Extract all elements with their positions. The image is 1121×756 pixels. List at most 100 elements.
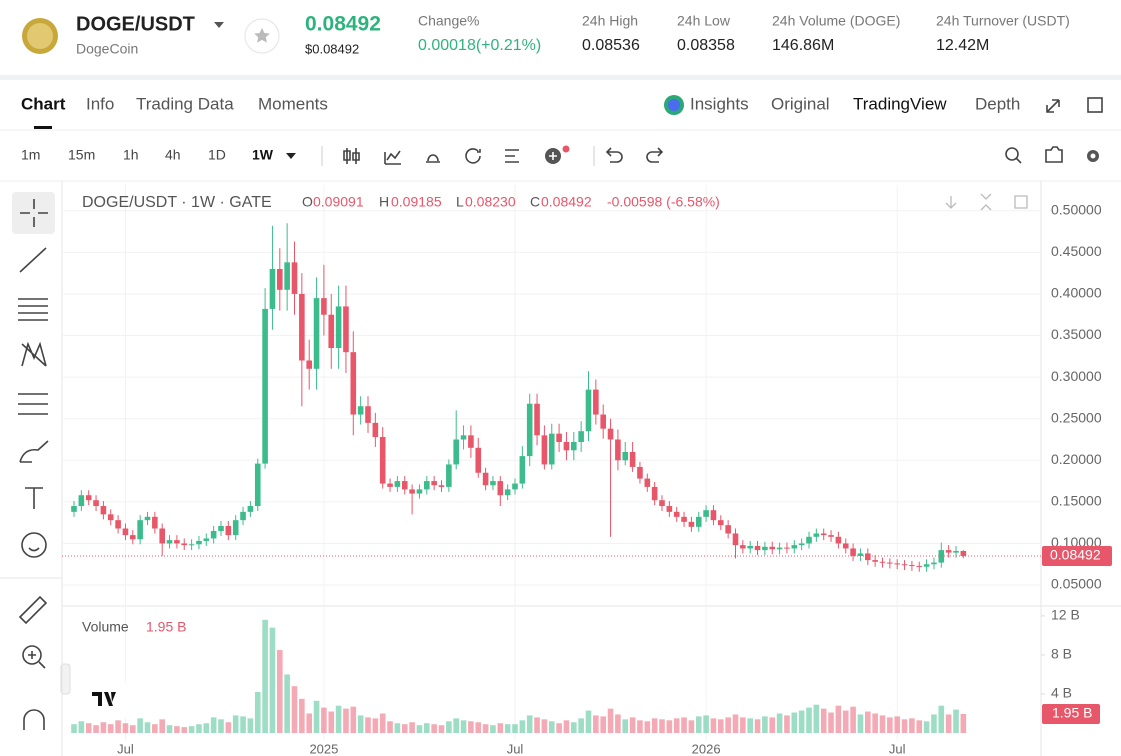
volume-bar bbox=[247, 718, 254, 733]
volume-bar bbox=[820, 708, 827, 733]
prediction-tool[interactable] bbox=[18, 393, 48, 415]
ohlc-value: 0.08492 bbox=[541, 194, 592, 210]
candle-body bbox=[842, 543, 849, 549]
indicator-icon[interactable] bbox=[384, 150, 401, 165]
collapse-handle[interactable] bbox=[60, 663, 71, 695]
volume-bar bbox=[548, 721, 555, 733]
stat-value: 0.08358 bbox=[677, 37, 735, 54]
plot bbox=[62, 223, 1041, 733]
trend-line-tool[interactable] bbox=[19, 247, 47, 273]
view-button[interactable]: Insights bbox=[690, 94, 749, 113]
candle-body bbox=[475, 447, 482, 473]
brush-tool[interactable] bbox=[19, 440, 49, 463]
y-tick-label: 0.40000 bbox=[1051, 285, 1102, 301]
pane-controls[interactable] bbox=[945, 193, 1028, 211]
x-tick-label: Jul bbox=[889, 741, 906, 756]
view-button[interactable]: TradingView bbox=[853, 94, 947, 113]
volume-bar bbox=[740, 717, 746, 733]
x-tick-label: Jul bbox=[117, 741, 134, 756]
candle-icon[interactable] bbox=[343, 148, 360, 164]
view-button[interactable]: Original bbox=[771, 94, 830, 113]
candle-body bbox=[747, 545, 753, 549]
view-button[interactable]: Depth bbox=[975, 94, 1020, 113]
measure-tool[interactable] bbox=[18, 595, 48, 625]
text-tool[interactable] bbox=[25, 487, 43, 509]
window-icon[interactable] bbox=[1087, 97, 1103, 113]
volume-bar bbox=[534, 717, 540, 733]
emoji-tool[interactable] bbox=[21, 532, 47, 558]
fib-tool[interactable] bbox=[18, 298, 48, 321]
candle-body bbox=[262, 308, 268, 464]
candle-body bbox=[387, 483, 393, 487]
candle-body bbox=[343, 306, 349, 353]
volume-bar bbox=[313, 700, 320, 733]
tab[interactable]: Moments bbox=[258, 94, 328, 113]
tab[interactable]: Trading Data bbox=[136, 94, 234, 113]
stat-value: 0.08536 bbox=[582, 37, 640, 54]
tab[interactable]: Chart bbox=[21, 94, 66, 113]
magnet-tool[interactable] bbox=[23, 709, 45, 730]
volume-bar bbox=[85, 723, 92, 733]
interval[interactable]: 1D bbox=[208, 147, 226, 163]
ohlc-value: 0.09185 bbox=[391, 194, 442, 210]
candle-body bbox=[872, 560, 878, 562]
volume-bar bbox=[725, 717, 731, 733]
volume-bar bbox=[196, 724, 202, 733]
candle-body bbox=[673, 511, 680, 517]
refresh-icon[interactable] bbox=[465, 148, 481, 164]
zoom-tool[interactable] bbox=[22, 645, 42, 665]
symbol-caret[interactable] bbox=[214, 22, 224, 28]
interval[interactable]: 4h bbox=[165, 147, 181, 163]
volume-bar bbox=[894, 716, 900, 733]
volume-bar bbox=[240, 716, 246, 733]
last-price-tag bbox=[1042, 545, 1112, 566]
interval[interactable]: 15m bbox=[68, 147, 95, 163]
candle-body bbox=[776, 547, 783, 550]
volume-bar bbox=[416, 725, 423, 733]
undo-icon[interactable] bbox=[605, 147, 623, 163]
candle-body bbox=[306, 360, 312, 369]
candle-body bbox=[424, 481, 430, 490]
candle-body bbox=[960, 551, 967, 556]
tab[interactable]: Info bbox=[86, 94, 114, 113]
volume-bar bbox=[659, 719, 665, 733]
interval-caret[interactable] bbox=[286, 153, 296, 159]
candle-body bbox=[372, 422, 379, 437]
interval[interactable]: 1W bbox=[252, 147, 274, 163]
crosshair-tool[interactable] bbox=[20, 199, 48, 227]
volume-bar bbox=[681, 717, 687, 733]
candle-body bbox=[681, 516, 687, 522]
candle-body bbox=[335, 306, 342, 349]
candle-body bbox=[710, 510, 717, 521]
stat-label: 24h Low bbox=[677, 13, 731, 29]
candle-body bbox=[718, 520, 724, 526]
candle-body bbox=[416, 489, 423, 494]
ohlc-value: 0.08230 bbox=[465, 194, 516, 210]
settings-list-icon[interactable] bbox=[505, 149, 519, 163]
alert-icon[interactable] bbox=[426, 154, 440, 163]
candle-body bbox=[299, 293, 305, 361]
pattern-tool[interactable] bbox=[21, 341, 47, 367]
candle-body bbox=[284, 262, 290, 290]
search-icon[interactable] bbox=[1005, 147, 1019, 161]
symbol[interactable]: DOGE/USDT bbox=[76, 13, 195, 35]
candle-body bbox=[504, 489, 511, 496]
y-tick-label: 0.30000 bbox=[1051, 368, 1102, 384]
candle-body bbox=[828, 535, 834, 537]
volume-tick-label: 4 B bbox=[1051, 685, 1072, 701]
interval[interactable]: 1m bbox=[21, 147, 40, 163]
camera-icon[interactable] bbox=[1045, 146, 1063, 163]
candle-body bbox=[666, 506, 673, 512]
volume-tag bbox=[1042, 704, 1100, 724]
volume-bar bbox=[210, 717, 217, 733]
candle-body bbox=[188, 544, 195, 546]
redo-icon[interactable] bbox=[646, 147, 664, 163]
volume-bar bbox=[424, 723, 430, 733]
candle-body bbox=[166, 540, 173, 544]
volume-bar bbox=[468, 721, 474, 733]
expand-icon[interactable] bbox=[1046, 99, 1060, 113]
interval[interactable]: 1h bbox=[123, 147, 139, 163]
volume-bar bbox=[130, 725, 136, 733]
